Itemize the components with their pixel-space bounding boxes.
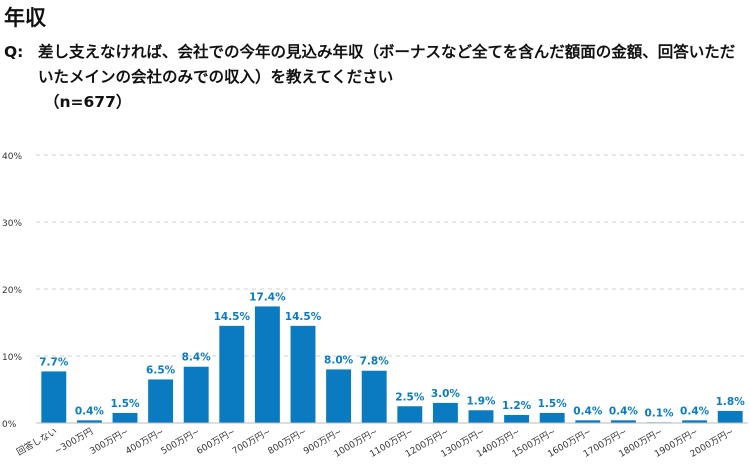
- data-label: 14.5%: [214, 311, 251, 323]
- bar: [112, 412, 138, 423]
- y-tick-label: 0%: [2, 420, 17, 430]
- data-label: 1.9%: [466, 395, 496, 407]
- data-label: 7.7%: [39, 356, 69, 368]
- bar: [148, 379, 174, 423]
- data-label: 2.5%: [395, 391, 425, 403]
- y-tick-label: 30%: [2, 219, 22, 229]
- y-tick-label: 10%: [2, 353, 22, 363]
- bar: [610, 420, 636, 423]
- bar: [397, 406, 423, 423]
- bar: [326, 369, 352, 423]
- bar: [575, 420, 601, 423]
- bars: [41, 306, 743, 423]
- data-label: 14.5%: [285, 311, 322, 323]
- bar: [41, 371, 67, 423]
- bar: [254, 306, 280, 423]
- data-label: 0.1%: [644, 407, 674, 419]
- data-label: 8.0%: [324, 354, 354, 366]
- bar: [183, 366, 209, 423]
- data-label: 1.2%: [502, 400, 532, 412]
- bar: [76, 420, 102, 423]
- data-label: 6.5%: [146, 364, 176, 376]
- x-tick-label: 800万円~: [266, 426, 309, 457]
- question-prefix: Q:: [4, 43, 24, 61]
- y-tick-label: 40%: [2, 152, 22, 162]
- data-label: 0.4%: [75, 405, 105, 417]
- bar: [219, 325, 245, 423]
- sample-size: （n=677）: [44, 93, 132, 111]
- data-label: 7.8%: [360, 356, 390, 368]
- bar: [539, 412, 565, 423]
- x-tick-label: 700万円~: [230, 426, 273, 457]
- x-tick-label: 500万円~: [159, 426, 202, 457]
- data-label: 1.5%: [110, 398, 140, 410]
- bar: [682, 420, 708, 423]
- bar: [290, 325, 316, 423]
- data-label: 17.4%: [249, 291, 286, 303]
- bar: [717, 410, 743, 423]
- data-label: 8.4%: [182, 352, 212, 364]
- bar: [504, 414, 530, 423]
- bar: [468, 410, 494, 423]
- x-tick-label: 600万円~: [195, 426, 238, 457]
- y-tick-label: 20%: [2, 286, 22, 296]
- page-title: 年収: [4, 6, 46, 30]
- x-tick-label: 300万円~: [88, 426, 131, 457]
- x-tick-label: ~300万円: [52, 426, 95, 457]
- bar: [432, 402, 458, 423]
- data-label: 0.4%: [680, 405, 710, 417]
- data-label: 0.4%: [573, 405, 603, 417]
- bar: [361, 370, 387, 423]
- data-label: 1.8%: [716, 396, 746, 408]
- x-tick-label: 回答しない: [14, 425, 59, 458]
- data-label: 3.0%: [431, 388, 461, 400]
- data-label: 1.5%: [538, 398, 568, 410]
- question-text: 差し支えなければ、会社での今年の見込み年収（ボーナスなど全てを含んだ額面の金額、…: [38, 43, 736, 86]
- data-label: 0.4%: [609, 405, 639, 417]
- gridlines: [36, 154, 748, 357]
- x-tick-label: 400万円~: [124, 426, 167, 457]
